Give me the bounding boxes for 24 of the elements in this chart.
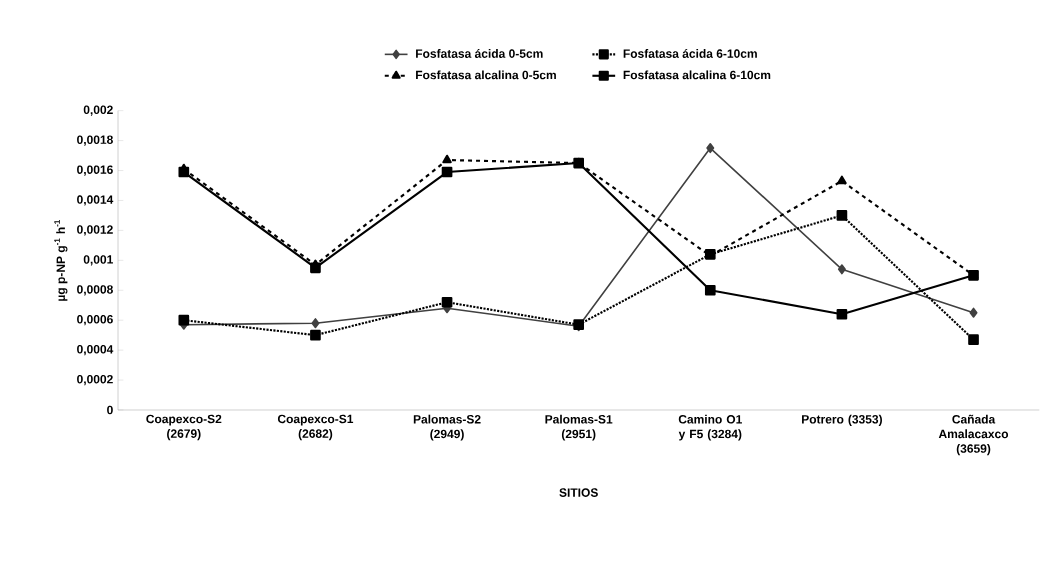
x-tick-label: Coapexco-S1 (2682) bbox=[277, 414, 354, 441]
y-tick-label: 0,002 bbox=[83, 105, 113, 116]
x-axis-title: SITIOS bbox=[559, 488, 598, 497]
x-tick-label: Camino O1 y F5 (3284) bbox=[678, 414, 742, 441]
y-tick-label: 0 bbox=[107, 405, 113, 415]
y-tick-label: 0,0004 bbox=[77, 344, 114, 356]
y-tick-label: 0,0008 bbox=[77, 284, 113, 296]
x-tick-label: Coapexco-S2 (2679) bbox=[146, 414, 222, 441]
y-tick-label: 0,0018 bbox=[77, 135, 113, 146]
y-tick-label: 0,0016 bbox=[77, 165, 113, 176]
y-axis-title: µg p-NP g$^{-1}$ h$^{-1}$ bbox=[54, 219, 68, 301]
legend-label: Fosfatasa alcalina 0-5cm bbox=[416, 70, 556, 80]
x-tick-label: Palomas-S1 (2951) bbox=[545, 414, 613, 441]
legend-label: Fosfatasa ácida 6-10cm bbox=[623, 48, 757, 58]
y-tick-label: 0,0002 bbox=[77, 374, 113, 386]
y-tick-label: 0,0014 bbox=[77, 195, 114, 206]
y-tick-label: 0,0006 bbox=[77, 314, 113, 326]
x-tick-label: Palomas-S2 (2949) bbox=[413, 414, 481, 441]
legend-label: Fosfatasa ácida 0-5cm bbox=[416, 48, 543, 58]
y-tick-label: 0,0012 bbox=[77, 225, 113, 236]
x-tick-label: Cañada Amalacaxco (3659) bbox=[938, 414, 1009, 456]
x-tick-label: Potrero (3353) bbox=[802, 414, 882, 426]
y-tick-label: 0,001 bbox=[83, 255, 113, 266]
legend-label: Fosfatasa alcalina 6-10cm bbox=[623, 70, 771, 80]
